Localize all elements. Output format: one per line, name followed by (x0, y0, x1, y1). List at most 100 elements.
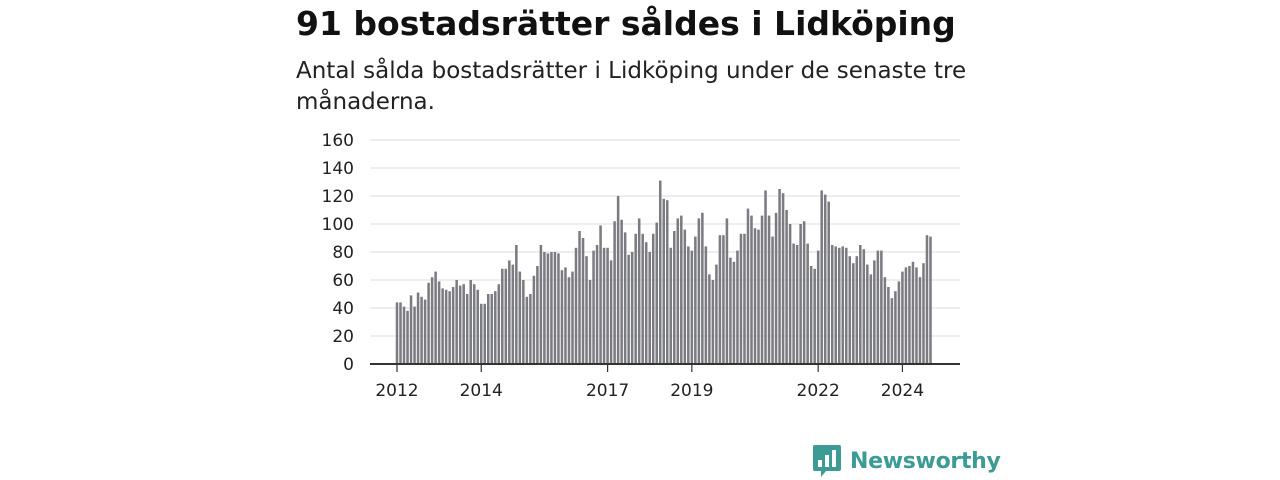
bar (862, 249, 866, 364)
bar (802, 221, 806, 364)
bar (409, 295, 413, 364)
bar (588, 280, 592, 364)
bar (472, 284, 476, 364)
bar (694, 236, 697, 364)
bar (890, 298, 894, 364)
bar (423, 299, 427, 364)
bar (571, 271, 574, 364)
bar (402, 306, 406, 364)
bar (669, 247, 673, 364)
bar (715, 264, 718, 364)
x-axis-ticks: 2012 2014 2017 2019 2022 2024 (375, 364, 924, 401)
bar (508, 260, 511, 364)
bar (708, 274, 711, 364)
bar (806, 243, 809, 364)
bar (739, 233, 743, 364)
x-tick-label: 2022 (797, 381, 840, 401)
bar (918, 277, 922, 364)
bar (736, 250, 739, 364)
bar (518, 271, 522, 364)
bar (848, 256, 852, 364)
bar (722, 235, 725, 364)
bar (623, 232, 627, 364)
bar (651, 233, 655, 364)
bar (680, 215, 683, 364)
bar (641, 233, 644, 364)
bar (581, 238, 585, 364)
x-tick-label: 2014 (460, 381, 503, 401)
x-tick-label: 2024 (881, 381, 924, 401)
bar (479, 303, 483, 364)
bar (746, 208, 750, 364)
bar (567, 277, 571, 364)
brand-logo[interactable]: Newsworthy (812, 444, 1001, 478)
bar (764, 190, 767, 364)
y-axis-ticks: 0 20 40 60 80 100 120 140 160 (322, 131, 354, 375)
bar (532, 275, 536, 364)
bar (915, 267, 918, 364)
bar (774, 212, 778, 364)
bar (711, 280, 715, 364)
bar (525, 296, 529, 364)
bar (883, 277, 887, 364)
bars (395, 180, 932, 364)
bar (922, 263, 925, 364)
bar (760, 215, 764, 364)
bar (630, 252, 634, 364)
bar (585, 256, 588, 364)
chart-title: 91 bostadsrätter såldes i Lidköping (296, 4, 956, 43)
bar (788, 224, 792, 364)
bar (465, 294, 469, 364)
bar (627, 254, 630, 364)
bar (683, 229, 687, 364)
bar (799, 224, 802, 364)
bar (448, 291, 451, 364)
bar (855, 256, 859, 364)
bar (430, 277, 434, 364)
bar (455, 280, 458, 364)
bar (602, 247, 606, 364)
bar (781, 193, 785, 364)
chart-subtitle: Antal sålda bostadsrätter i Lidköping un… (296, 58, 967, 115)
bar (494, 291, 497, 364)
bar (616, 196, 620, 364)
bar (557, 253, 560, 364)
bar (501, 268, 504, 364)
bar (395, 302, 399, 364)
bar (658, 180, 662, 364)
bar (550, 252, 553, 364)
bar (859, 245, 862, 364)
bar (701, 212, 704, 364)
y-tick-label: 80 (332, 243, 354, 263)
bar (592, 250, 595, 364)
bar (522, 280, 525, 364)
bar (837, 247, 841, 364)
bar (809, 266, 813, 364)
bar (620, 219, 623, 364)
bar (697, 218, 701, 364)
bar (753, 228, 757, 364)
bar (834, 246, 837, 364)
bar (687, 246, 690, 364)
bar (704, 246, 708, 364)
bar (634, 233, 637, 364)
y-tick-label: 120 (322, 187, 354, 207)
bar (929, 236, 932, 364)
bar (795, 245, 799, 364)
bar (648, 252, 651, 364)
bar (820, 190, 823, 364)
bar (925, 235, 929, 364)
bar (718, 235, 722, 364)
bar (792, 243, 795, 364)
bar (841, 246, 845, 364)
bar (504, 268, 508, 364)
bar (578, 231, 581, 364)
bar (869, 274, 873, 364)
annotations: 91 (930, 0, 952, 5)
bar (904, 267, 908, 364)
bar (515, 245, 518, 364)
bar (483, 303, 487, 364)
bar (511, 264, 515, 364)
bar (852, 263, 855, 364)
bar (613, 221, 616, 364)
